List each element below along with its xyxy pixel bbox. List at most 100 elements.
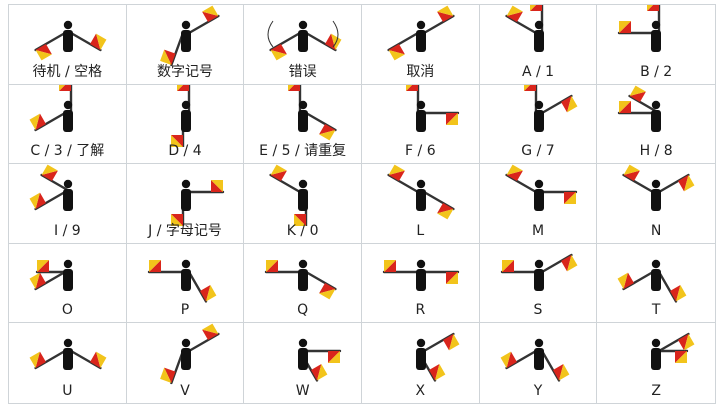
flag-yellow [317, 364, 328, 381]
flag-red [388, 44, 405, 55]
flag-yellow [405, 84, 412, 91]
signaler-body [180, 268, 191, 291]
arm [187, 333, 220, 353]
arm [34, 111, 67, 131]
signaler-body [533, 109, 544, 132]
flag-yellow [59, 84, 65, 91]
signaler-body [533, 268, 544, 291]
signal-label: M [531, 222, 545, 239]
semaphore-figure [500, 253, 578, 291]
flag-yellow [270, 164, 288, 176]
flag-yellow [434, 364, 446, 381]
arm [422, 14, 455, 35]
flag-red [35, 192, 46, 210]
flag-yellow [566, 254, 578, 272]
arm [305, 111, 337, 131]
arm [622, 173, 655, 194]
signal-label: Z [651, 382, 661, 399]
flag-red [506, 11, 523, 22]
signaler-head [181, 339, 190, 348]
flag-yellow [676, 284, 687, 302]
semaphore-figure [618, 5, 662, 52]
arm [422, 190, 455, 211]
flag-red [623, 272, 635, 289]
signal-cell: D / 4 [126, 84, 245, 165]
signaler-body [180, 348, 191, 371]
signaler-body [298, 30, 309, 52]
semaphore-figure [505, 164, 577, 212]
signal-label: H / 8 [639, 143, 673, 160]
flag-yellow [37, 259, 49, 272]
semaphore-figure [298, 339, 342, 383]
signaler-head [63, 20, 73, 30]
signaler-head [181, 100, 190, 109]
flag-yellow [619, 100, 632, 113]
semaphore-figure [265, 259, 337, 300]
signaler-body [63, 268, 73, 291]
flag-yellow [445, 112, 458, 125]
flag-yellow [288, 84, 295, 91]
semaphore-figure [29, 84, 73, 132]
signal-cell: G / 7 [479, 84, 598, 165]
flag-red [405, 84, 418, 91]
signal-cell: E / 5 / 请重复 [244, 84, 362, 165]
signal-label: 待机 / 空格 [32, 63, 103, 80]
semaphore-figure [505, 5, 544, 52]
flag-yellow [506, 5, 523, 17]
arm [34, 190, 67, 211]
semaphore-figure [159, 5, 220, 67]
signaler-head [63, 179, 73, 189]
semaphore-figure [500, 339, 570, 383]
semaphore-figure [387, 164, 455, 220]
signaler-head [416, 20, 426, 30]
signal-label: Q [297, 302, 309, 319]
arm [622, 270, 655, 290]
flag-red [319, 282, 336, 294]
flag-yellow [506, 164, 523, 176]
signaler-body [651, 268, 662, 291]
flag-red [506, 170, 523, 182]
arm [658, 333, 690, 353]
flag-yellow [176, 84, 183, 91]
signaler-head [652, 259, 661, 268]
signaler-head [181, 179, 190, 189]
wave-arrow [332, 20, 339, 48]
signal-cell: S [479, 243, 598, 324]
signal-label: G / 7 [521, 143, 555, 160]
flag-red [529, 5, 542, 11]
signaler-body [298, 348, 309, 371]
semaphore-figure [523, 84, 578, 132]
signal-label: 数字记号 [156, 63, 213, 80]
signaler-head [416, 259, 426, 268]
signaler-head [534, 20, 543, 30]
semaphore-figure [147, 259, 217, 303]
signal-cell: W [244, 323, 362, 403]
flag-yellow [563, 192, 576, 205]
semaphore-chart: 待机 / 空格 数字记号 错误 取消 A / 1 B / 2 C / 3 / 了解 D / 4… [8, 4, 716, 404]
signal-label: X [415, 382, 426, 399]
signal-label: V [180, 382, 190, 399]
flag-yellow [170, 214, 183, 227]
signaler-body [180, 30, 191, 52]
signal-cell: U [9, 323, 127, 403]
flag-yellow [388, 164, 405, 176]
semaphore-figure [29, 164, 73, 212]
signal-cell: Q [244, 243, 362, 324]
signaler-body [63, 30, 73, 52]
flag-red [437, 11, 454, 22]
signaler-head [299, 339, 308, 348]
flag-yellow [96, 33, 107, 50]
flag-yellow [675, 351, 688, 364]
signaler-head [299, 20, 308, 30]
semaphore-figure [34, 20, 107, 61]
flag-red [35, 113, 46, 130]
signal-label: L [416, 222, 425, 239]
flag-yellow [159, 367, 172, 384]
signaler-head [534, 339, 543, 348]
flag-red [319, 123, 336, 134]
signaler-head [299, 100, 308, 109]
signal-cell: T [597, 244, 715, 324]
flag-red [199, 284, 211, 302]
arm [505, 14, 537, 35]
arm [505, 173, 537, 194]
